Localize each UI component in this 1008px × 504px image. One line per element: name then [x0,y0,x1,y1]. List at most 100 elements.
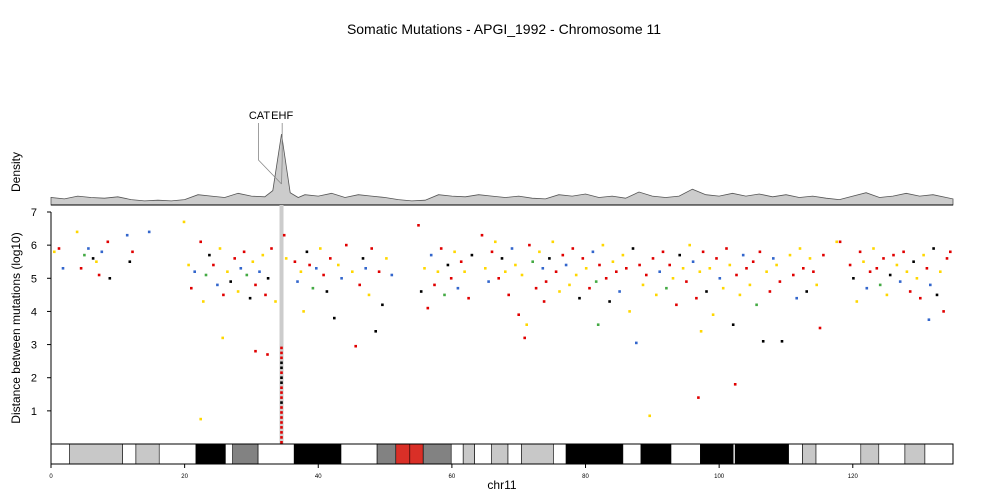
mutation-point [745,267,748,270]
mutation-point [788,253,792,257]
mutation-point [945,257,949,260]
mutation-point [361,257,365,260]
mutation-point [835,240,838,244]
mutation-point [695,296,698,300]
mutation-point [449,277,453,280]
mutation-point [212,263,215,267]
mutation-point [882,257,885,260]
mutation-point [222,293,225,297]
mutation-point [645,273,648,277]
mutation-point [525,323,528,326]
mutation-point [190,286,193,290]
cytoband-gpos25 [904,443,926,465]
mutation-point [798,247,802,250]
mutation-point [280,371,283,374]
mutation-point [514,263,517,267]
mutation-point [280,416,283,419]
mutation-point [280,411,283,414]
y-tick-label: 6 [31,240,37,252]
mutation-point [795,296,798,300]
cytoband-gpos25 [135,443,160,465]
mutation-point [284,257,288,260]
mutation-point [280,396,283,399]
mutation-point [628,310,631,313]
mutation-point [364,267,367,270]
mutation-point [591,250,595,254]
mutation-point [780,340,784,343]
cytoband-gpos100 [565,443,624,465]
cytoband-gneg [878,443,906,465]
mutation-point [254,349,257,353]
cytoband-gpos100 [195,443,226,465]
mutation-point [57,247,61,250]
mutation-point [711,313,715,316]
mutation-point [218,247,222,250]
mutation-point [641,283,645,287]
mutation-point [131,250,134,254]
mutation-point [542,300,546,303]
mutation-point [182,220,186,224]
cytoband-gpos100 [734,443,790,465]
mutation-point [280,426,283,429]
mutation-point [484,267,487,270]
mutation-point [226,270,229,273]
y-tick-label: 1 [31,406,37,418]
mutation-point [534,286,538,290]
gene-label-ehf: EHF [271,110,293,122]
mutation-point [329,257,332,260]
mutation-point [453,250,456,254]
mutation-point [631,247,635,250]
mutation-point [487,280,490,283]
mutation-point [635,341,638,345]
mutation-point [898,280,902,283]
mutation-point [922,253,925,257]
mutation-point [248,296,252,300]
mutation-point [429,253,433,257]
mutation-point [282,233,286,237]
cytoband-gneg [122,443,137,465]
mutation-point [280,381,283,384]
gene-leader-line [281,123,283,185]
x-tick-label: 100 [714,474,725,480]
mutation-point [433,283,436,287]
mutation-point [125,233,129,237]
mutation-point [733,383,737,386]
mutation-point [467,296,470,300]
mutation-point [855,300,859,303]
mutation-point [725,247,728,250]
scatter-panel: Distance between mutations (log10) 1 2 3 4 5… [9,205,952,444]
mutation-point [699,330,703,333]
mutation-point [75,230,79,234]
cytoband-acen [409,443,424,465]
mutation-point [325,290,329,293]
mutation-point [668,263,671,267]
cytoband-gneg [507,443,522,465]
mutation-point [768,290,772,293]
x-tick-label: 80 [582,474,589,480]
y-tick-label: 3 [31,340,37,352]
mutation-point [274,300,277,303]
mutation-point [665,286,668,290]
mutation-point [858,250,862,254]
cytoband-gpos100 [640,443,672,465]
x-axis-ticks: 0 20 40 60 80 100 120 [49,464,858,480]
mutation-point [520,273,524,277]
mutation-point [233,257,236,260]
mutation-point [264,293,267,297]
y-tick-label: 2 [31,373,37,385]
mutation-point [270,247,273,250]
mutation-point [280,346,283,350]
mutation-point [322,273,325,277]
mutation-point [239,267,243,270]
mutation-point [905,270,909,273]
mutation-point [528,243,531,247]
mutation-point [574,273,578,277]
chart-title: Somatic Mutations - APGI_1992 - Chromoso… [347,21,661,37]
mutation-point [280,401,283,404]
mutation-point [245,273,249,277]
mutation-point [345,243,348,247]
mutation-point [578,296,581,300]
mutation-point [280,386,283,389]
ideogram [50,443,954,465]
